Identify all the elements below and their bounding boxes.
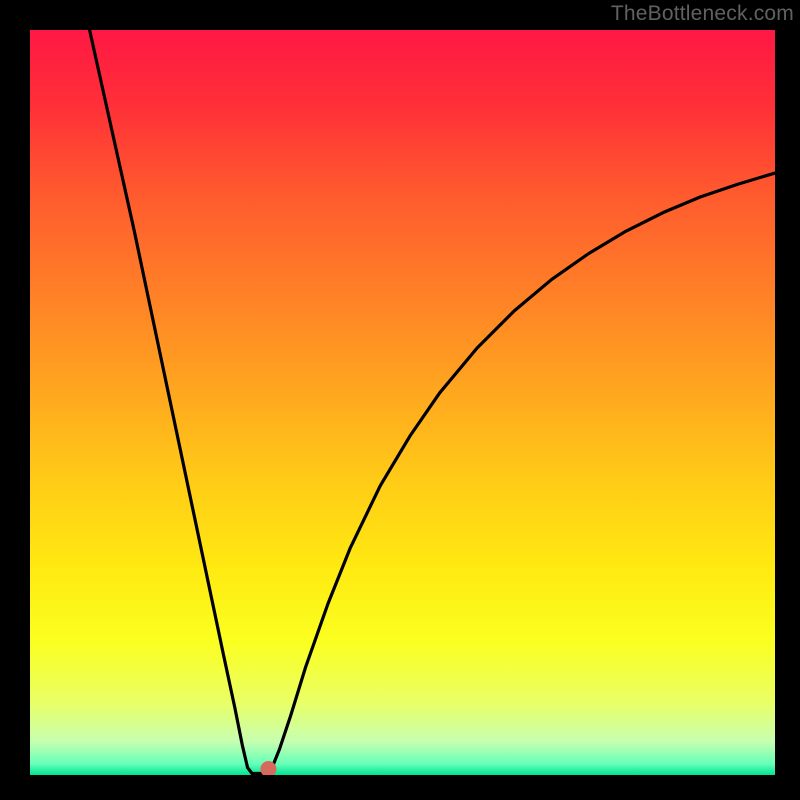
chart-frame: TheBottleneck.com: [0, 0, 800, 800]
chart-svg: [30, 30, 775, 775]
watermark-text: TheBottleneck.com: [611, 2, 794, 26]
plot-area: [30, 30, 775, 775]
gradient-background: [30, 30, 775, 775]
